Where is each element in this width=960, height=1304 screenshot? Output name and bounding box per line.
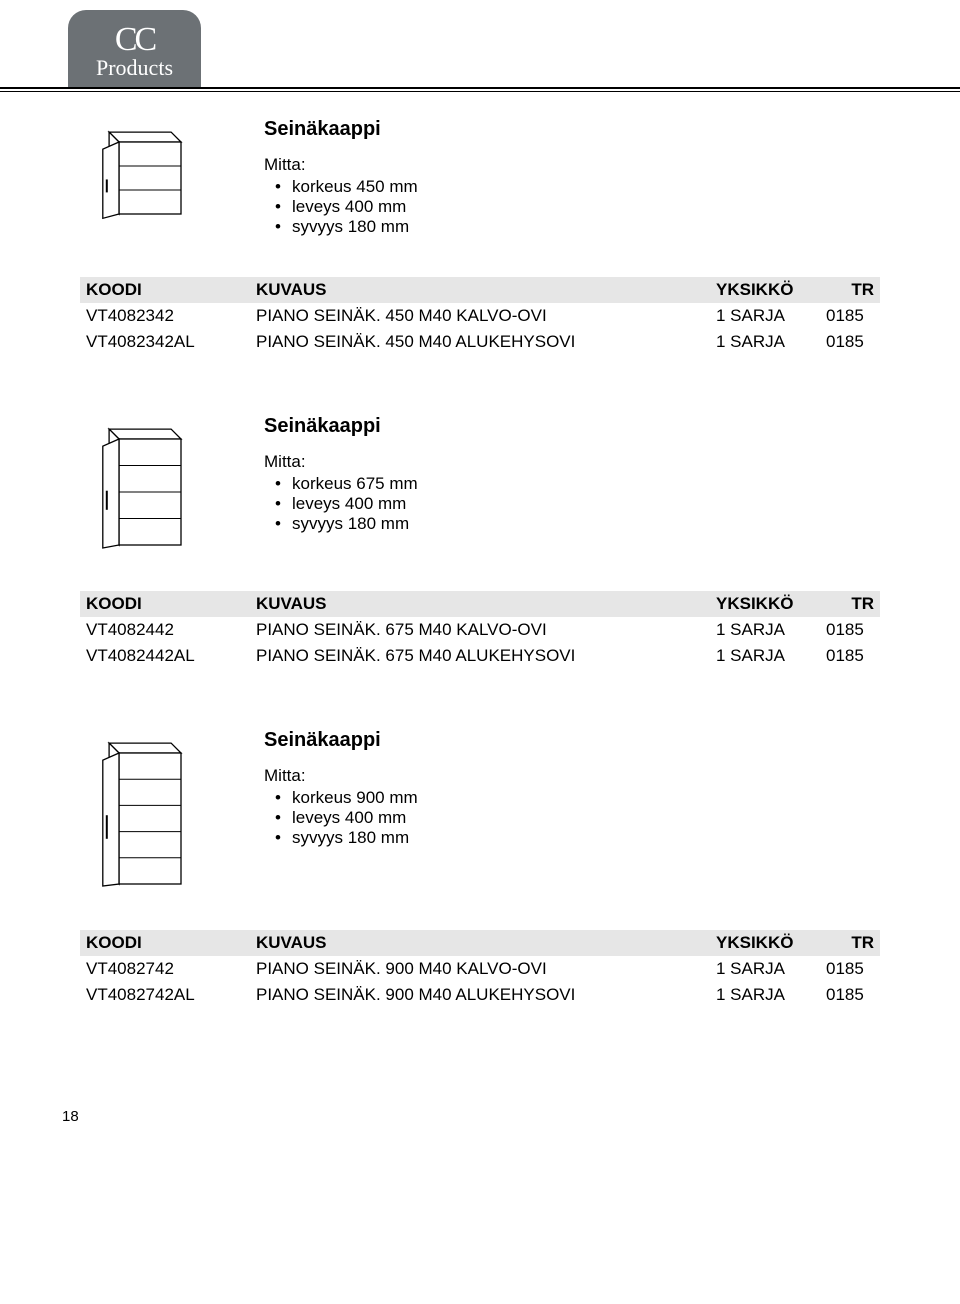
dimension-item: korkeus 675 mm (264, 474, 418, 494)
col-header-unit: YKSIKKÖ (710, 277, 820, 303)
product-description: Seinäkaappi Mitta:korkeus 450 mmleveys 40… (230, 118, 418, 237)
dimension-item: korkeus 900 mm (264, 788, 418, 808)
table-row: VT4082742ALPIANO SEINÄK. 900 M40 ALUKEHY… (80, 982, 880, 1008)
cell-desc: PIANO SEINÄK. 450 M40 KALVO-OVI (250, 303, 710, 329)
product-drawing (80, 415, 230, 551)
page-content: SeinäkaappiMitta:korkeus 450 mmleveys 40… (0, 92, 960, 1108)
cell-desc: PIANO SEINÄK. 675 M40 ALUKEHYSOVI (250, 643, 710, 669)
dimensions-label: Mitta: (264, 155, 418, 175)
table-row: VT4082742PIANO SEINÄK. 900 M40 KALVO-OVI… (80, 956, 880, 982)
product-intro: Seinäkaappi Mitta:korkeus 900 mmleveys 40… (80, 729, 880, 890)
product-drawing (80, 118, 230, 220)
page-number: 18 (0, 1108, 960, 1145)
cell-unit: 1 SARJA (710, 617, 820, 643)
product-description: Seinäkaappi Mitta:korkeus 675 mmleveys 40… (230, 415, 418, 534)
dimension-item: korkeus 450 mm (264, 177, 418, 197)
cell-unit: 1 SARJA (710, 329, 820, 355)
product-block: Seinäkaappi Mitta:korkeus 450 mmleveys 40… (80, 118, 880, 355)
dimension-item: syvyys 180 mm (264, 217, 418, 237)
codes-table: KOODIKUVAUSYKSIKKÖTRVT4082442PIANO SEINÄ… (80, 591, 880, 669)
cell-code: VT4082442 (80, 617, 250, 643)
cell-tr: 0185 (820, 643, 880, 669)
col-header-desc: KUVAUS (250, 277, 710, 303)
product-drawing (80, 729, 230, 890)
cell-tr: 0185 (820, 303, 880, 329)
dimension-item: leveys 400 mm (264, 197, 418, 217)
cabinet-drawing (95, 124, 215, 220)
dimension-item: syvyys 180 mm (264, 514, 418, 534)
cell-desc: PIANO SEINÄK. 450 M40 ALUKEHYSOVI (250, 329, 710, 355)
header-rule-thick (0, 87, 960, 89)
col-header-tr: TR (820, 930, 880, 956)
codes-table: KOODIKUVAUSYKSIKKÖTRVT4082742PIANO SEINÄ… (80, 930, 880, 1008)
cell-tr: 0185 (820, 329, 880, 355)
col-header-unit: YKSIKKÖ (710, 930, 820, 956)
dimensions-list: korkeus 450 mmleveys 400 mmsyvyys 180 mm (264, 177, 418, 237)
col-header-desc: KUVAUS (250, 591, 710, 617)
cell-desc: PIANO SEINÄK. 675 M40 KALVO-OVI (250, 617, 710, 643)
product-intro: Seinäkaappi Mitta:korkeus 675 mmleveys 40… (80, 415, 880, 551)
dimensions-list: korkeus 675 mmleveys 400 mmsyvyys 180 mm (264, 474, 418, 534)
col-header-code: KOODI (80, 277, 250, 303)
dimension-item: leveys 400 mm (264, 808, 418, 828)
product-title: Seinäkaappi (264, 415, 418, 438)
product-block: Seinäkaappi Mitta:korkeus 675 mmleveys 40… (80, 415, 880, 669)
cabinet-drawing (95, 421, 215, 551)
cell-unit: 1 SARJA (710, 643, 820, 669)
product-intro: Seinäkaappi Mitta:korkeus 450 mmleveys 40… (80, 118, 880, 237)
cell-code: VT4082742AL (80, 982, 250, 1008)
cell-desc: PIANO SEINÄK. 900 M40 ALUKEHYSOVI (250, 982, 710, 1008)
dimension-item: leveys 400 mm (264, 494, 418, 514)
cabinet-drawing (95, 735, 215, 890)
header: CC Products (0, 10, 960, 87)
table-row: VT4082342ALPIANO SEINÄK. 450 M40 ALUKEHY… (80, 329, 880, 355)
col-header-desc: KUVAUS (250, 930, 710, 956)
col-header-code: KOODI (80, 591, 250, 617)
col-header-code: KOODI (80, 930, 250, 956)
dimensions-label: Mitta: (264, 452, 418, 472)
cell-code: VT4082342AL (80, 329, 250, 355)
table-row: VT4082342PIANO SEINÄK. 450 M40 KALVO-OVI… (80, 303, 880, 329)
col-header-unit: YKSIKKÖ (710, 591, 820, 617)
cell-tr: 0185 (820, 956, 880, 982)
cell-unit: 1 SARJA (710, 303, 820, 329)
col-header-tr: TR (820, 591, 880, 617)
cell-code: VT4082742 (80, 956, 250, 982)
table-row: VT4082442ALPIANO SEINÄK. 675 M40 ALUKEHY… (80, 643, 880, 669)
cell-unit: 1 SARJA (710, 956, 820, 982)
dimensions-list: korkeus 900 mmleveys 400 mmsyvyys 180 mm (264, 788, 418, 848)
col-header-tr: TR (820, 277, 880, 303)
dimension-item: syvyys 180 mm (264, 828, 418, 848)
product-block: Seinäkaappi Mitta:korkeus 900 mmleveys 40… (80, 729, 880, 1008)
cell-code: VT4082342 (80, 303, 250, 329)
brand-line2: Products (96, 56, 173, 79)
cell-unit: 1 SARJA (710, 982, 820, 1008)
cell-tr: 0185 (820, 617, 880, 643)
dimensions-label: Mitta: (264, 766, 418, 786)
codes-table: KOODIKUVAUSYKSIKKÖTRVT4082342PIANO SEINÄ… (80, 277, 880, 355)
product-title: Seinäkaappi (264, 118, 418, 141)
cell-desc: PIANO SEINÄK. 900 M40 KALVO-OVI (250, 956, 710, 982)
table-row: VT4082442PIANO SEINÄK. 675 M40 KALVO-OVI… (80, 617, 880, 643)
product-title: Seinäkaappi (264, 729, 418, 752)
cell-code: VT4082442AL (80, 643, 250, 669)
cell-tr: 0185 (820, 982, 880, 1008)
brand-line1: CC (96, 22, 173, 58)
brand-tab: CC Products (68, 10, 201, 87)
product-description: Seinäkaappi Mitta:korkeus 900 mmleveys 40… (230, 729, 418, 848)
